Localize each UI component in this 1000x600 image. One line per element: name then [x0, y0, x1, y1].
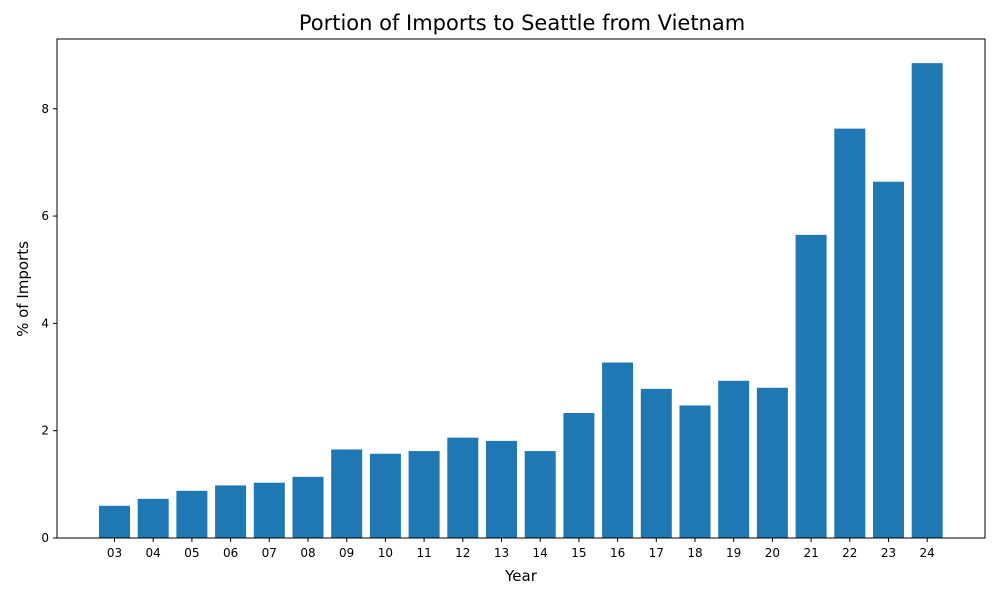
- x-tick-label: 20: [765, 546, 780, 560]
- bar-07: [253, 482, 285, 538]
- x-tick-label: 04: [146, 546, 161, 560]
- bar-17: [640, 388, 672, 538]
- bar-03: [99, 505, 130, 538]
- y-tick-label: 4: [41, 316, 49, 330]
- bar-14: [524, 451, 556, 538]
- x-tick-label: 18: [687, 546, 702, 560]
- bars-group: [99, 63, 943, 538]
- bar-18: [679, 405, 711, 538]
- bar-12: [447, 437, 479, 538]
- bar-22: [834, 128, 866, 538]
- bar-09: [331, 449, 363, 538]
- x-axis-ticks: 03 04 05 06 07 08 09 10 11 12 13 14 15 16 17 18 19 20 21 22…: [107, 538, 935, 560]
- bar-23: [873, 181, 904, 538]
- bar-06: [215, 485, 247, 538]
- y-tick-label: 0: [41, 531, 49, 545]
- x-tick-label: 11: [416, 546, 431, 560]
- bar-19: [718, 380, 750, 538]
- plot-area-frame: [56, 38, 986, 539]
- bar-20: [756, 387, 788, 538]
- y-axis-ticks: 0 2 4 6 8: [41, 102, 57, 545]
- y-tick-label: 2: [41, 424, 49, 438]
- x-tick-label: 22: [842, 546, 857, 560]
- x-tick-label: 12: [455, 546, 470, 560]
- x-tick-label: 10: [378, 546, 393, 560]
- bar-16: [602, 362, 634, 538]
- bar-24: [911, 63, 943, 538]
- y-tick-label: 8: [41, 102, 49, 116]
- x-tick-label: 19: [726, 546, 741, 560]
- x-tick-label: 08: [300, 546, 315, 560]
- x-tick-label: 24: [920, 546, 935, 560]
- x-tick-label: 13: [494, 546, 509, 560]
- chart-title: Portion of Imports to Seattle from Vietn…: [299, 11, 745, 35]
- x-tick-label: 07: [262, 546, 277, 560]
- y-axis-label: % of Imports: [14, 241, 32, 337]
- x-tick-label: 21: [803, 546, 818, 560]
- bar-10: [369, 453, 401, 538]
- x-tick-label: 05: [184, 546, 199, 560]
- x-axis-label: Year: [504, 567, 538, 585]
- bar-08: [292, 476, 324, 538]
- bar-11: [408, 451, 440, 538]
- x-tick-label: 17: [649, 546, 664, 560]
- x-tick-label: 16: [610, 546, 625, 560]
- bar-04: [137, 498, 169, 538]
- bar-05: [176, 490, 208, 538]
- y-tick-label: 6: [41, 209, 49, 223]
- x-tick-label: 09: [339, 546, 354, 560]
- x-tick-label: 23: [881, 546, 896, 560]
- bar-15: [563, 412, 595, 538]
- bar-13: [486, 440, 517, 538]
- x-tick-label: 14: [533, 546, 548, 560]
- x-tick-label: 15: [571, 546, 586, 560]
- x-tick-label: 06: [223, 546, 238, 560]
- bar-21: [795, 234, 827, 538]
- x-tick-label: 03: [107, 546, 122, 560]
